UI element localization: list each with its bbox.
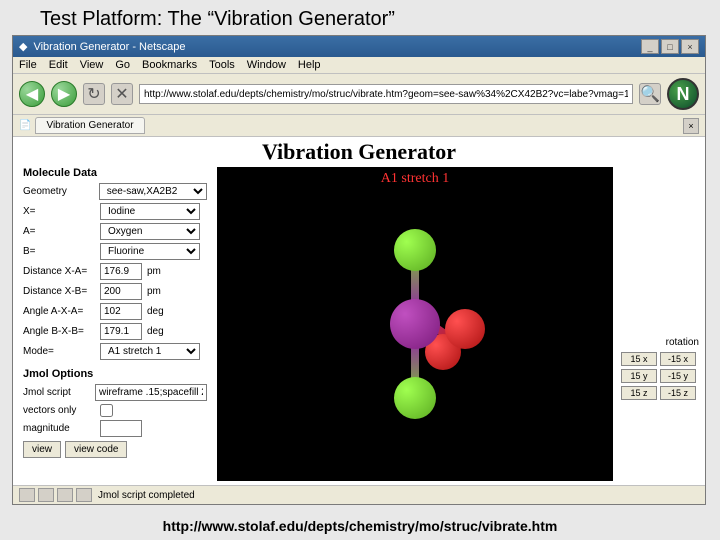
stop-icon: ✕ <box>115 84 128 104</box>
view-button[interactable]: view <box>23 441 61 458</box>
app-icon: ◆ <box>19 40 27 53</box>
menu-help[interactable]: Help <box>298 59 321 71</box>
right-panel: rotation 15 x -15 x 15 y -15 y 15 z -15 … <box>617 137 705 485</box>
ang-bxb-input[interactable] <box>100 323 142 340</box>
jmol-script-input[interactable] <box>95 384 207 401</box>
magnitude-label: magnitude <box>23 423 97 434</box>
vectors-only-checkbox[interactable] <box>100 404 113 417</box>
statusbar: Jmol script completed <box>13 485 705 504</box>
search-icon: 🔍 <box>640 84 660 104</box>
footer-url: http://www.stolaf.edu/depts/chemistry/mo… <box>0 518 720 534</box>
mode-label: Mode= <box>23 346 97 357</box>
menubar: File Edit View Go Bookmarks Tools Window… <box>13 57 705 74</box>
vectors-only-label: vectors only <box>23 405 97 416</box>
atom-center-icon <box>390 299 440 349</box>
mail-icon[interactable] <box>19 488 35 502</box>
dist-xa-label: Distance X-A= <box>23 266 97 277</box>
menu-edit[interactable]: Edit <box>49 59 68 71</box>
menu-bookmarks[interactable]: Bookmarks <box>142 59 197 71</box>
x-select[interactable]: Iodine <box>100 203 200 220</box>
window-title: Vibration Generator - Netscape <box>33 41 185 53</box>
titlebar: ◆ Vibration Generator - Netscape _ □ × <box>13 36 705 57</box>
viewer-mode-label: A1 stretch 1 <box>217 171 613 187</box>
search-button[interactable]: 🔍 <box>639 83 661 105</box>
rotate-minus-x-button[interactable]: -15 x <box>660 352 696 366</box>
stop-button[interactable]: ✕ <box>111 83 133 105</box>
deg-unit: deg <box>147 306 164 317</box>
status-text: Jmol script completed <box>98 490 195 501</box>
x-label: X= <box>23 206 97 217</box>
menu-view[interactable]: View <box>80 59 104 71</box>
back-button[interactable]: ◀ <box>19 81 45 107</box>
b-label: B= <box>23 246 97 257</box>
deg-unit-2: deg <box>147 326 164 337</box>
dist-xb-label: Distance X-B= <box>23 286 97 297</box>
menu-window[interactable]: Window <box>247 59 286 71</box>
minimize-button[interactable]: _ <box>641 39 659 54</box>
ang-bxb-label: Angle B-X-B= <box>23 326 97 337</box>
tabbar: 📄 Vibration Generator × <box>13 115 705 137</box>
atom-axial-icon <box>394 229 436 271</box>
atom-equatorial-icon <box>445 309 485 349</box>
a-label: A= <box>23 226 97 237</box>
rotate-plus-z-button[interactable]: 15 z <box>621 386 657 400</box>
molecule-viewer[interactable]: A1 stretch 1 <box>217 167 613 481</box>
arrow-left-icon: ◀ <box>26 84 38 104</box>
irc-icon[interactable] <box>76 488 92 502</box>
rotate-plus-y-button[interactable]: 15 y <box>621 369 657 383</box>
status-icons <box>19 488 92 502</box>
ang-axa-label: Angle A-X-A= <box>23 306 97 317</box>
rotate-minus-z-button[interactable]: -15 z <box>660 386 696 400</box>
tab-close-button[interactable]: × <box>683 118 699 134</box>
page-content: Vibration Generator Molecule Data Geomet… <box>13 137 705 485</box>
window-controls: _ □ × <box>641 39 699 54</box>
netscape-logo-icon: N <box>667 78 699 110</box>
dist-xb-input[interactable] <box>100 283 142 300</box>
reload-icon: ↻ <box>87 84 100 104</box>
ang-axa-input[interactable] <box>100 303 142 320</box>
dist-xa-input[interactable] <box>100 263 142 280</box>
mode-select[interactable]: A1 stretch 1 <box>100 343 200 360</box>
molecule-data-heading: Molecule Data <box>23 167 207 179</box>
url-input[interactable] <box>139 84 633 104</box>
jmol-options-heading: Jmol Options <box>23 368 207 380</box>
close-button[interactable]: × <box>681 39 699 54</box>
atom-axial-icon <box>394 377 436 419</box>
menu-tools[interactable]: Tools <box>209 59 235 71</box>
page-title: Vibration Generator <box>13 139 705 165</box>
arrow-right-icon: ▶ <box>58 84 70 104</box>
rotation-label: rotation <box>621 337 699 348</box>
navbar: ◀ ▶ ↻ ✕ 🔍 N <box>13 74 705 115</box>
composer-icon[interactable] <box>38 488 54 502</box>
forward-button[interactable]: ▶ <box>51 81 77 107</box>
pm-unit-2: pm <box>147 286 161 297</box>
jmol-script-label: Jmol script <box>23 387 92 398</box>
maximize-button[interactable]: □ <box>661 39 679 54</box>
rotate-minus-y-button[interactable]: -15 y <box>660 369 696 383</box>
addressbook-icon[interactable] <box>57 488 73 502</box>
view-code-button[interactable]: view code <box>65 441 127 458</box>
new-tab-icon[interactable]: 📄 <box>19 120 31 131</box>
geometry-label: Geometry <box>23 186 96 197</box>
menu-file[interactable]: File <box>19 59 37 71</box>
browser-window: ◆ Vibration Generator - Netscape _ □ × F… <box>12 35 706 505</box>
slide-title: Test Platform: The “Vibration Generator” <box>0 0 720 35</box>
rotate-plus-x-button[interactable]: 15 x <box>621 352 657 366</box>
b-select[interactable]: Fluorine <box>100 243 200 260</box>
reload-button[interactable]: ↻ <box>83 83 105 105</box>
a-select[interactable]: Oxygen <box>100 223 200 240</box>
menu-go[interactable]: Go <box>115 59 130 71</box>
magnitude-input[interactable] <box>100 420 142 437</box>
left-panel: Molecule Data Geometry see-saw,XA2B2 X= … <box>13 137 213 485</box>
pm-unit: pm <box>147 266 161 277</box>
geometry-select[interactable]: see-saw,XA2B2 <box>99 183 207 200</box>
tab-vibration-generator[interactable]: Vibration Generator <box>35 117 144 134</box>
